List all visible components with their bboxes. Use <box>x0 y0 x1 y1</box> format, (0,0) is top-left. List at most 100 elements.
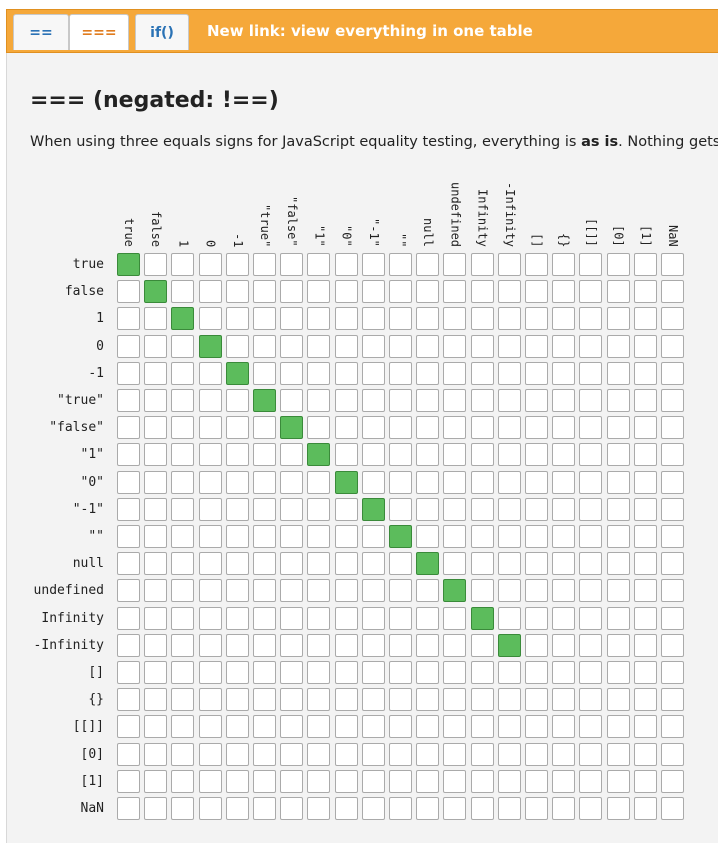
matrix-cell <box>307 253 331 276</box>
matrix-cell <box>661 633 684 657</box>
matrix-cell <box>661 769 684 793</box>
matrix-cell <box>416 307 440 331</box>
tab-if[interactable]: if() <box>135 14 189 50</box>
matrix-cell <box>606 633 630 657</box>
matrix-cell <box>497 307 521 331</box>
matrix-cell-equal <box>280 416 304 440</box>
matrix-cell <box>171 253 195 276</box>
matrix-cell <box>117 497 140 521</box>
row-header: -1 <box>88 365 104 381</box>
column-header: undefined <box>448 182 463 248</box>
matrix-cell <box>307 497 331 521</box>
matrix-cell <box>661 797 684 820</box>
matrix-cell <box>389 797 412 820</box>
matrix-cell <box>470 552 494 576</box>
matrix-cell <box>117 552 140 576</box>
matrix-cell <box>171 633 195 657</box>
matrix-cell <box>334 416 358 440</box>
matrix-cell <box>361 579 385 603</box>
matrix-cell <box>307 688 331 712</box>
matrix-cell <box>416 497 440 521</box>
matrix-cell <box>361 416 385 440</box>
matrix-cell <box>144 715 168 739</box>
matrix-cell <box>633 470 657 494</box>
row-header: "false" <box>49 420 104 436</box>
matrix-cell <box>606 579 630 603</box>
matrix-cell <box>661 280 684 304</box>
matrix-cell <box>144 443 168 467</box>
matrix-cell <box>117 416 140 440</box>
matrix-cell <box>307 334 331 358</box>
matrix-cell <box>606 280 630 304</box>
matrix-cell <box>253 579 276 603</box>
matrix-cell <box>253 416 276 440</box>
column-header: false <box>149 211 164 248</box>
matrix-cell <box>633 525 657 548</box>
matrix-cell <box>144 389 168 412</box>
row-header: -Infinity <box>33 637 104 653</box>
matrix-cell <box>497 443 521 467</box>
matrix-cell <box>225 470 249 494</box>
matrix-cell <box>525 334 548 358</box>
matrix-cell <box>416 389 440 412</box>
matrix-cell <box>253 253 276 276</box>
matrix-cell <box>661 334 684 358</box>
matrix-cell <box>198 253 222 276</box>
matrix-cell <box>198 552 222 576</box>
matrix-cell <box>361 633 385 657</box>
matrix-cell <box>361 253 385 276</box>
matrix-cell <box>579 389 603 412</box>
matrix-cell <box>579 742 603 766</box>
matrix-cell <box>334 688 358 712</box>
matrix-cell <box>280 552 304 576</box>
matrix-cell <box>225 579 249 603</box>
matrix-cell <box>661 552 684 576</box>
row-header: NaN <box>80 801 104 816</box>
matrix-cell <box>606 688 630 712</box>
matrix-cell <box>443 552 467 576</box>
matrix-cell <box>389 497 412 521</box>
matrix-cell <box>416 334 440 358</box>
matrix-cell <box>470 361 494 385</box>
new-link-one-table[interactable]: New link: view everything in one table <box>207 22 533 40</box>
matrix-cell <box>525 606 548 630</box>
matrix-cell <box>579 307 603 331</box>
matrix-cell <box>198 661 222 684</box>
matrix-cell <box>416 416 440 440</box>
matrix-cell <box>225 307 249 331</box>
matrix-cell <box>579 470 603 494</box>
matrix-cell <box>552 579 576 603</box>
matrix-cell <box>552 361 576 385</box>
matrix-cell <box>579 552 603 576</box>
matrix-cell <box>334 525 358 548</box>
matrix-cell <box>525 389 548 412</box>
matrix-cell <box>443 606 467 630</box>
matrix-cell <box>334 307 358 331</box>
matrix-cell <box>225 389 249 412</box>
matrix-cell <box>416 797 440 820</box>
matrix-cell <box>661 661 684 684</box>
matrix-cell <box>144 742 168 766</box>
matrix-cell <box>633 742 657 766</box>
intro-prefix: When using three equals signs for JavaSc… <box>30 134 582 150</box>
matrix-cell <box>633 307 657 331</box>
matrix-cell <box>171 280 195 304</box>
matrix-cell <box>198 497 222 521</box>
matrix-cell <box>497 742 521 766</box>
matrix-cell <box>525 253 548 276</box>
matrix-cell <box>334 769 358 793</box>
matrix-cell <box>307 361 331 385</box>
column-header: 1 <box>176 240 191 248</box>
matrix-cell <box>416 579 440 603</box>
tab-double-equals[interactable]: == <box>13 14 69 50</box>
matrix-cell <box>334 389 358 412</box>
tab-triple-equals[interactable]: === <box>69 14 129 50</box>
matrix-cell <box>416 525 440 548</box>
matrix-cell <box>633 769 657 793</box>
matrix-cell <box>253 334 276 358</box>
matrix-cell <box>552 525 576 548</box>
matrix-cell <box>171 797 195 820</box>
matrix-cell <box>497 579 521 603</box>
matrix-cell <box>389 688 412 712</box>
